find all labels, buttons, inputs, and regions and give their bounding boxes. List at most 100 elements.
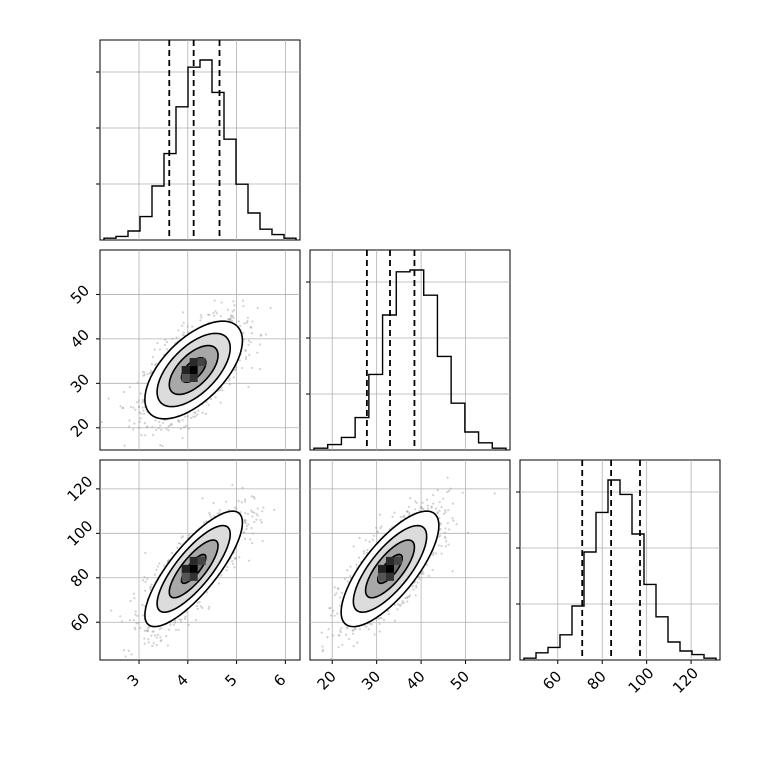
density-cell <box>189 366 198 374</box>
scatter-point <box>167 425 170 428</box>
scatter-point <box>399 604 402 607</box>
scatter-point <box>148 372 151 375</box>
scatter-point <box>376 530 379 533</box>
scatter-point <box>406 600 409 603</box>
scatter-point <box>233 308 236 312</box>
scatter-point <box>141 603 144 607</box>
scatter-point <box>228 318 231 321</box>
scatter-point <box>241 299 245 302</box>
scatter-point <box>426 504 429 507</box>
scatter-point <box>237 500 240 503</box>
scatter-point <box>244 522 248 525</box>
scatter-point <box>378 513 382 516</box>
scatter-point <box>132 619 135 622</box>
scatter-point <box>169 623 172 627</box>
scatter-point <box>231 314 234 318</box>
scatter-point <box>402 515 405 518</box>
scatter-point <box>232 300 235 303</box>
scatter-point <box>158 420 161 424</box>
scatter-point <box>219 315 222 318</box>
scatter-point <box>217 582 220 585</box>
scatter-point <box>444 527 447 530</box>
panel-content <box>100 250 300 450</box>
scatter-point <box>228 379 231 382</box>
scatter-point <box>346 626 349 629</box>
scatter-point <box>143 589 147 592</box>
scatter-point <box>137 622 140 625</box>
scatter-point <box>246 512 249 516</box>
x-tick-label: 5 <box>221 671 240 690</box>
scatter-point <box>218 508 222 512</box>
scatter-point <box>418 578 421 581</box>
scatter-point <box>446 490 449 494</box>
scatter-point <box>438 517 441 520</box>
scatter-point <box>455 523 458 526</box>
scatter-point <box>231 562 234 565</box>
scatter-point <box>214 310 217 313</box>
scatter-point <box>321 648 325 652</box>
scatter-point <box>241 486 244 489</box>
scatter-point <box>425 563 429 566</box>
scatter-point <box>242 331 245 334</box>
scatter-point <box>352 545 355 548</box>
scatter-point <box>137 405 140 408</box>
scatter-point <box>214 396 217 399</box>
scatter-point <box>221 389 224 392</box>
scatter-point <box>163 564 166 567</box>
scatter-point <box>438 500 441 504</box>
scatter-point <box>182 331 185 334</box>
scatter-point <box>243 521 246 524</box>
scatter-point <box>238 359 241 362</box>
scatter-point <box>153 348 156 351</box>
scatter-point <box>184 615 187 618</box>
scatter-point <box>434 552 438 555</box>
scatter-point <box>143 422 146 425</box>
hist-panel-0 <box>96 39 301 241</box>
scatter-point <box>177 628 180 631</box>
scatter-point <box>229 317 232 321</box>
scatter-point <box>391 515 394 518</box>
scatter-point <box>164 338 167 342</box>
scatter-point <box>171 337 174 340</box>
scatter-point <box>204 412 208 415</box>
scatter-point <box>451 502 454 505</box>
scatter-point <box>159 424 162 427</box>
scatter-point <box>420 572 424 575</box>
scatter-point <box>351 632 354 635</box>
scatter-point <box>127 425 131 428</box>
scatter-point <box>198 601 201 604</box>
y-tick-label: 120 <box>64 472 97 505</box>
scatter-point <box>412 588 415 591</box>
y-tick-label: 80 <box>67 565 93 591</box>
scatter-point <box>146 425 149 428</box>
scatter-point <box>234 368 237 371</box>
scatter-point <box>243 518 247 522</box>
scatter-point <box>167 628 171 631</box>
scatter-point <box>401 599 404 603</box>
scatter-point <box>379 527 382 530</box>
scatter-point <box>132 428 135 431</box>
scatter-point <box>444 509 447 512</box>
scatter-point <box>443 535 447 538</box>
scatter-point <box>179 542 182 545</box>
scatter-point <box>367 628 370 631</box>
scatter-point <box>158 628 161 631</box>
scatter-point <box>445 540 448 543</box>
scatter-point <box>243 530 246 534</box>
scatter-point <box>393 619 397 622</box>
scatter-point <box>141 398 144 401</box>
scatter-point <box>339 596 342 599</box>
scatter-point <box>119 405 122 408</box>
scatter-point <box>122 649 126 652</box>
scatter-point <box>244 511 247 515</box>
scatter-point <box>165 634 168 638</box>
scatter-point <box>196 607 199 610</box>
scatter-point <box>352 645 355 648</box>
scatter-point <box>141 614 145 617</box>
scatter-point <box>196 413 199 416</box>
scatter-point <box>184 415 187 418</box>
scatter-point <box>188 534 191 537</box>
scatter-point <box>136 614 139 617</box>
scatter-point <box>339 629 342 632</box>
